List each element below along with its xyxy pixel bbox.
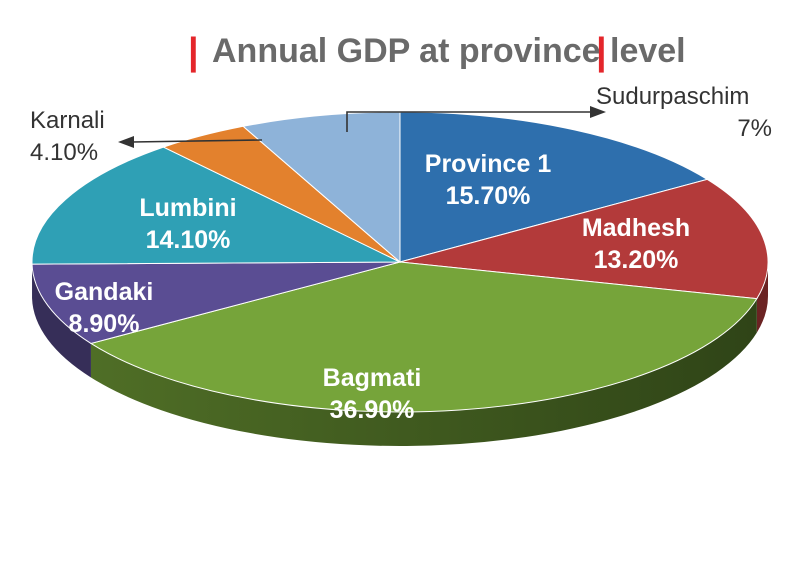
- title-bar-left: |: [188, 31, 199, 73]
- slice-side-bagmati: [90, 298, 757, 447]
- sudurpaschim-leader-line: [346, 111, 592, 132]
- slice-bagmati: [89, 261, 758, 413]
- pie-labels-group: Province 1 15.70% Madhesh 13.20% Bagmati 36.9…: [55, 150, 691, 424]
- slice-label-gandaki-value: 8.90%: [69, 310, 140, 338]
- callouts-group: Karnali 4.10% Sudurpaschim 7%: [30, 83, 772, 166]
- slice-label-lumbini-name: Lumbini: [139, 194, 236, 222]
- karnali-leader-line: [131, 139, 263, 143]
- slice-label-province1-value: 15.70%: [446, 182, 531, 210]
- slice-label-province1-name: Province 1: [425, 150, 552, 178]
- slice-label-gandaki-name: Gandaki: [55, 278, 154, 306]
- slice-label-lumbini-value: 14.10%: [146, 226, 231, 254]
- pie-slices-group: [31, 111, 769, 413]
- slice-province1: [399, 111, 709, 263]
- slice-label-madhesh-name: Madhesh: [582, 214, 690, 242]
- slice-lumbini: [31, 146, 401, 265]
- slice-label-madhesh-value: 13.20%: [594, 246, 679, 274]
- pie-depth-group: [32, 262, 768, 447]
- karnali-arrow-head: [118, 136, 134, 148]
- slice-side-gandaki: [32, 264, 91, 378]
- chart-title-group: | Annual GDP at province level |: [188, 31, 686, 73]
- slice-label-karnali-value: 4.10%: [30, 139, 98, 166]
- slice-label-bagmati-name: Bagmati: [323, 364, 422, 392]
- title-bar-right: |: [596, 31, 607, 73]
- slice-gandaki: [31, 261, 401, 344]
- slice-label-karnali-name: Karnali: [30, 107, 105, 134]
- slice-label-bagmati-value: 36.90%: [330, 396, 415, 424]
- slice-madhesh: [399, 178, 769, 300]
- slice-label-sudurpaschim-value: 7%: [737, 115, 772, 142]
- slice-side-madhesh: [756, 262, 768, 333]
- sudurpaschim-arrow-head: [590, 106, 606, 118]
- chart-title: Annual GDP at province level: [212, 32, 686, 70]
- slice-label-sudurpaschim-name: Sudurpaschim: [596, 83, 749, 110]
